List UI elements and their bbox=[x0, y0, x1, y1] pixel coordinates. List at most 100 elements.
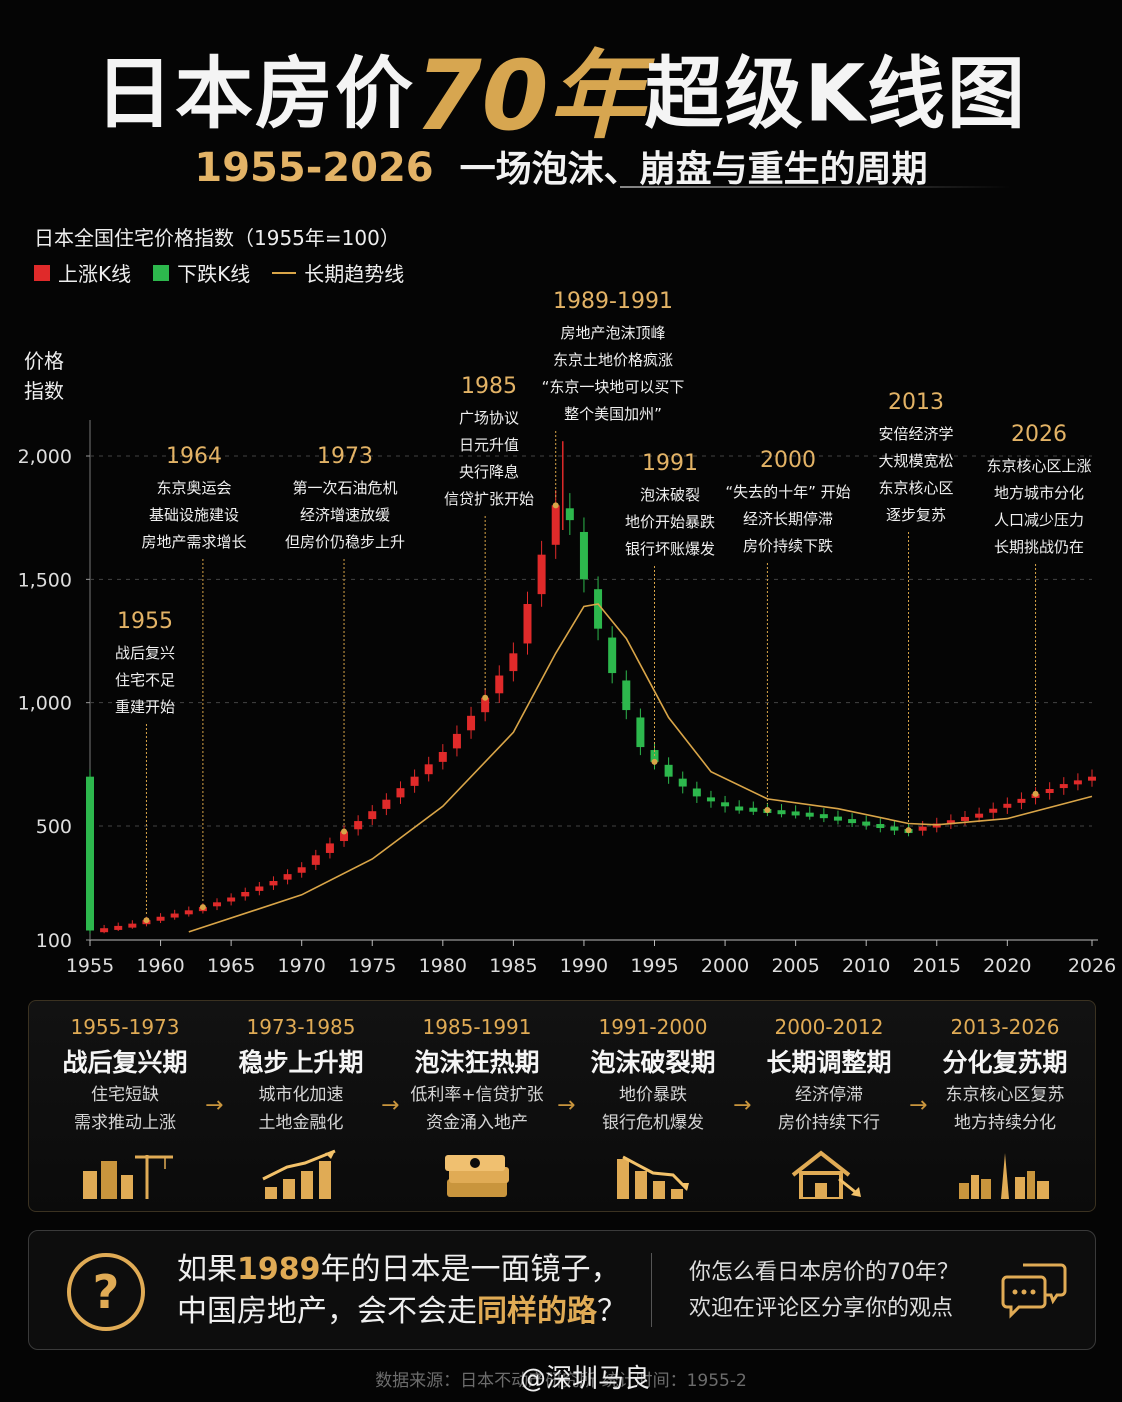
annotation-year: 1955 bbox=[117, 609, 173, 634]
phase-desc-2: 银行危机爆发 bbox=[602, 1113, 704, 1133]
annotation-line: 信贷扩张开始 bbox=[444, 490, 534, 508]
annotation-line: 住宅不足 bbox=[115, 671, 175, 689]
annotation-line: 东京奥运会 bbox=[156, 479, 231, 497]
x-tick-label: 2015 bbox=[913, 955, 961, 977]
candle-up bbox=[452, 733, 461, 749]
candle-up bbox=[1059, 784, 1068, 789]
candle-down bbox=[678, 778, 687, 787]
phase-card: 1985-1991 泡沫狂热期 低利率+信贷扩张 资金涌入地产 bbox=[389, 1001, 565, 1211]
phase-desc-2: 地方持续分化 bbox=[954, 1113, 1056, 1133]
arrow-right-icon: → bbox=[733, 1093, 752, 1118]
candle-down bbox=[86, 776, 94, 931]
candle-down bbox=[876, 824, 885, 829]
x-tick-label: 1990 bbox=[560, 955, 608, 977]
phase-years: 1985-1991 bbox=[422, 1015, 532, 1039]
x-tick-label: 2010 bbox=[842, 955, 890, 977]
legend-up: 上涨K线 bbox=[34, 258, 131, 287]
annotation-line: 房地产泡沫顶峰 bbox=[560, 324, 665, 342]
x-tick-label: 2020 bbox=[983, 955, 1031, 977]
arrow-right-icon: → bbox=[381, 1093, 400, 1118]
candle-up bbox=[1003, 803, 1012, 808]
candle-up bbox=[170, 913, 179, 918]
phase-years: 2013-2026 bbox=[950, 1015, 1060, 1039]
data-source: 数据来源：日本不动产研究所 统计时间：1955-2 bbox=[375, 1371, 747, 1391]
annotation-line: 大规模宽松 bbox=[878, 452, 953, 470]
candle-down bbox=[664, 764, 673, 777]
annotation-line: 第一次石油危机 bbox=[292, 479, 397, 497]
annotation-year: 2013 bbox=[888, 390, 944, 415]
candle-up bbox=[1088, 776, 1096, 781]
candle-up bbox=[340, 831, 349, 842]
cta-r2: 欢迎在评论区分享你的观点 bbox=[689, 1296, 954, 1321]
watermark: @深圳马良 bbox=[520, 1364, 651, 1394]
annotation-line: 逐步复苏 bbox=[886, 506, 946, 524]
candle-up bbox=[551, 505, 560, 545]
x-tick-label: 1975 bbox=[348, 955, 396, 977]
annotation-line: 人口减少压力 bbox=[994, 511, 1084, 529]
phase-years: 1973-1985 bbox=[246, 1015, 356, 1039]
annotation-line: 战后复兴 bbox=[115, 644, 175, 662]
x-tick-label: 2026 bbox=[1068, 955, 1116, 977]
annotation-line: 日元升值 bbox=[459, 436, 519, 454]
legend-down: 下跌K线 bbox=[153, 258, 250, 287]
annotation-year: 1964 bbox=[166, 444, 222, 469]
candle-up bbox=[495, 675, 504, 694]
candle-up bbox=[481, 697, 490, 713]
chat-bubbles-icon bbox=[1001, 1263, 1067, 1319]
legend-up-label: 上涨K线 bbox=[58, 262, 132, 286]
annotation-line: 但房价仍稳步上升 bbox=[285, 533, 405, 551]
annotation-line: 泡沫破裂 bbox=[640, 486, 700, 504]
candle-up bbox=[946, 820, 955, 825]
annotation-line: “失去的十年” 开始 bbox=[725, 483, 850, 501]
phase-desc-1: 低利率+信贷扩张 bbox=[410, 1085, 544, 1105]
candle-up bbox=[1017, 798, 1026, 803]
candle-down bbox=[805, 812, 814, 817]
candle-up bbox=[354, 821, 363, 830]
phase-desc-1: 经济停滞 bbox=[795, 1085, 863, 1105]
annotation-year: 1991 bbox=[642, 451, 698, 476]
phase-desc-2: 土地金融化 bbox=[258, 1113, 344, 1133]
phase-panel: 1955-1973 战后复兴期 住宅短缺 需求推动上涨 → 1973-1985 稳步上升期城… bbox=[28, 1000, 1096, 1212]
cta-l1c: 年的日本是一面镜子， bbox=[320, 1252, 621, 1287]
legend-down-label: 下跌K线 bbox=[177, 262, 251, 286]
annotation-line: 广场协议 bbox=[459, 409, 519, 427]
candle-up bbox=[509, 653, 518, 672]
candle-down bbox=[579, 531, 588, 580]
cta-l2b: 同样的路 bbox=[477, 1294, 597, 1329]
annotation-line: 重建开始 bbox=[115, 698, 175, 716]
candle-up bbox=[297, 867, 306, 873]
cta-divider bbox=[651, 1253, 652, 1327]
candle-down bbox=[777, 810, 786, 815]
candle-up bbox=[918, 826, 927, 831]
legend-down-swatch bbox=[153, 264, 170, 281]
candle-down bbox=[791, 811, 800, 816]
x-tick-label: 1965 bbox=[207, 955, 255, 977]
phase-card: 2013-2026 分化复苏期 东京核心区复苏 地方持续分化 bbox=[917, 1001, 1093, 1211]
phase-desc-1: 住宅短缺 bbox=[91, 1085, 159, 1105]
candle-down bbox=[608, 637, 617, 674]
phase-name: 长期调整期 bbox=[766, 1048, 892, 1077]
main-title: 日本房价70年超级K线图 bbox=[0, 18, 1122, 152]
candle-up bbox=[100, 928, 109, 933]
annotation-year: 1973 bbox=[317, 444, 373, 469]
cta-l1a: 如果 bbox=[177, 1252, 237, 1287]
annotation-line: 整个美国加州” bbox=[564, 405, 662, 423]
annotation-line: 经济增速放缓 bbox=[300, 506, 390, 524]
annotation-line: 东京土地价格疯涨 bbox=[553, 351, 673, 369]
tokyo-skyline-icon bbox=[959, 1153, 1049, 1199]
candle-down bbox=[735, 806, 744, 811]
x-tick-label: 2000 bbox=[701, 955, 749, 977]
annotation-line: “东京一块地可以买下 bbox=[542, 378, 685, 396]
y-tick-label: 1,500 bbox=[18, 569, 72, 591]
candle-up bbox=[283, 874, 292, 880]
annotation-dot bbox=[651, 758, 658, 765]
subtitle-years: 1955-2026 bbox=[194, 145, 434, 191]
question-icon: ? bbox=[67, 1253, 145, 1331]
phase-card: 1973-1985 稳步上升期 城市化加速 土地金融化 bbox=[213, 1001, 389, 1211]
candle-down bbox=[890, 826, 899, 831]
candle-up bbox=[269, 881, 278, 886]
candle-down bbox=[749, 807, 758, 812]
annotation-year: 1985 bbox=[461, 374, 517, 399]
candle-up bbox=[989, 808, 998, 813]
candle-up bbox=[213, 902, 222, 907]
